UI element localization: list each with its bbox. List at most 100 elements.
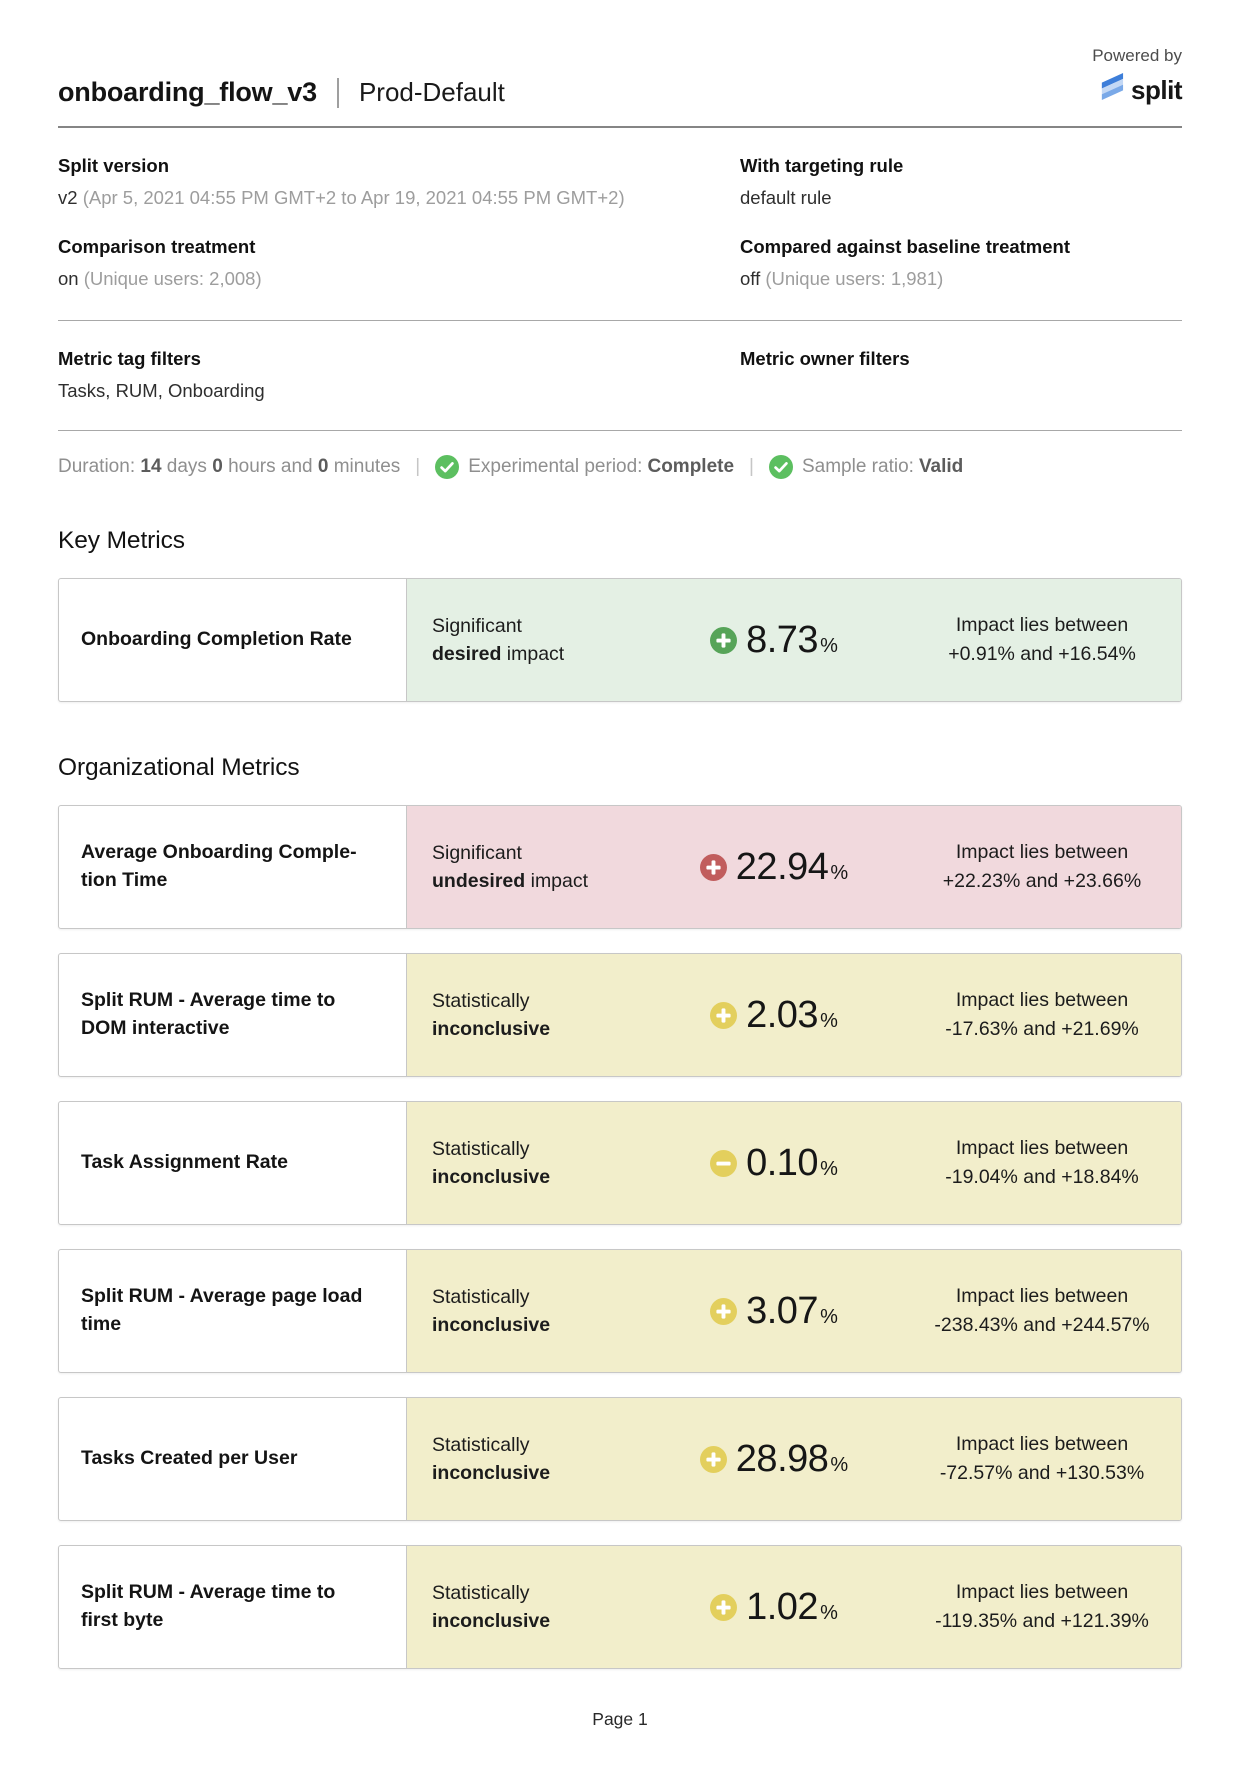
plus-icon <box>710 1297 738 1325</box>
metric-card: Split RUM - Average time to DOM interact… <box>58 953 1182 1077</box>
metric-name: Task Assignment Rate <box>59 1102 407 1224</box>
meta-targeting-rule: With targeting rule default rule <box>740 155 1182 209</box>
impact-value-zone: 3.07 % <box>645 1290 903 1333</box>
impact-range-line2: +22.23% and +23.66% <box>942 870 1142 892</box>
status-label: Sample ratio: <box>801 456 914 477</box>
impact-unit: % <box>820 1601 838 1624</box>
significance-line1: Statistically <box>432 1285 530 1308</box>
impact-unit: % <box>820 1009 838 1032</box>
impact-value: 3.07 <box>746 1289 819 1332</box>
report-title-group: onboarding_flow_v3 Prod-Default <box>58 77 505 108</box>
significance-keyword: inconclusive <box>432 1018 551 1040</box>
impact-range-line2: -119.35% and +121.39% <box>935 1610 1149 1632</box>
significance-line1: Statistically <box>432 1433 530 1456</box>
metric-card: Task Assignment Rate Statistically incon… <box>58 1101 1182 1225</box>
metric-result: Significant desired impact 8.73 % Impact… <box>407 579 1181 701</box>
check-icon <box>435 455 460 479</box>
impact-range-line1: Impact lies between <box>955 1580 1129 1603</box>
duration-segment: days <box>161 456 213 477</box>
impact-value: 2.03 <box>746 993 819 1036</box>
report-header: onboarding_flow_v3 Prod-Default Powered … <box>58 0 1182 108</box>
powered-by-label: Powered by <box>1092 46 1182 65</box>
impact-range-line2: +0.91% and +16.54% <box>948 643 1136 665</box>
meta-value-main: default rule <box>740 187 832 208</box>
impact-unit: % <box>830 861 849 884</box>
plus-icon <box>710 626 738 654</box>
impact-range: Impact lies between -119.35% and +121.39… <box>903 1578 1181 1637</box>
metric-significance: Statistically inconclusive <box>407 1579 645 1636</box>
impact-range-line1: Impact lies between <box>955 840 1129 863</box>
meta-value-note: (Unique users: 1,981) <box>765 268 944 289</box>
environment-name: Prod-Default <box>358 77 505 107</box>
duration-segment: 0 <box>317 456 329 477</box>
status-bar: Duration: 14 days 0 hours and 0 minutes … <box>58 455 1182 479</box>
split-logotype: split <box>1131 74 1182 105</box>
metric-card: Split RUM - Average page load time Stati… <box>58 1249 1182 1373</box>
split-brand: split <box>1092 72 1182 108</box>
significance-rest: impact <box>525 870 589 892</box>
impact-range: Impact lies between -17.63% and +21.69% <box>903 986 1181 1045</box>
impact-value: 0.10 <box>746 1141 819 1184</box>
check-icon <box>768 455 793 479</box>
meta-value-main: on <box>58 268 79 289</box>
impact-number-group: 3.07 % <box>746 1290 838 1333</box>
metric-name: Split RUM - Average page load time <box>59 1250 407 1372</box>
impact-unit: % <box>820 1305 838 1328</box>
split-name-title: onboarding_flow_v3 <box>58 77 317 107</box>
metric-card: Onboarding Completion Rate Significant d… <box>58 578 1182 702</box>
header-divider <box>58 126 1182 128</box>
metric-card: Tasks Created per User Statistically inc… <box>58 1397 1182 1521</box>
impact-value-zone: 28.98 % <box>645 1438 903 1481</box>
meta-value: Tasks, RUM, Onboarding <box>58 380 265 401</box>
metric-significance: Statistically inconclusive <box>407 1431 645 1488</box>
impact-range: Impact lies between -19.04% and +18.84% <box>903 1134 1181 1193</box>
impact-number-group: 8.73 % <box>746 619 838 662</box>
meta-value: off (Unique users: 1,981) <box>740 268 1182 290</box>
metric-name: Onboarding Completion Rate <box>59 579 407 701</box>
impact-unit: % <box>820 634 838 657</box>
status-separator: | <box>749 456 754 477</box>
title-separator <box>336 77 339 108</box>
significance-keyword: desired <box>432 643 502 665</box>
metric-name: Split RUM - Average time to DOM interact… <box>59 954 407 1076</box>
plus-icon <box>710 1593 738 1621</box>
impact-unit: % <box>820 1157 838 1180</box>
meta-label: Metric tag filters <box>58 348 201 369</box>
duration-segment: hours and <box>222 456 318 477</box>
meta-label: Compared against baseline treatment <box>740 236 1071 257</box>
section-heading: Key Metrics <box>58 527 185 554</box>
significance-keyword: undesired <box>432 870 526 892</box>
impact-number-group: 2.03 % <box>746 994 838 1037</box>
metric-card: Split RUM - Average time to first byte S… <box>58 1545 1182 1669</box>
impact-number-group: 22.94 % <box>736 846 848 889</box>
significance-line1: Significant <box>432 841 522 864</box>
minus-icon <box>710 1149 738 1177</box>
plus-icon <box>710 1001 738 1029</box>
significance-rest: impact <box>501 643 565 665</box>
metric-card: Average Onboarding Comple­tion Time Sign… <box>58 805 1182 929</box>
meta-split-version: Split version v2 (Apr 5, 2021 04:55 PM G… <box>58 155 740 209</box>
plus-icon <box>699 853 727 881</box>
significance-line1: Statistically <box>432 1581 530 1604</box>
impact-value: 22.94 <box>735 845 829 888</box>
status-separator: | <box>415 456 421 477</box>
meta-value: on (Unique users: 2,008) <box>58 268 740 290</box>
status-value: Valid <box>918 456 964 477</box>
impact-range: Impact lies between -72.57% and +130.53% <box>903 1430 1181 1489</box>
impact-range-line2: -17.63% and +21.69% <box>945 1018 1139 1040</box>
status-value: Complete <box>647 456 735 477</box>
metric-result: Statistically inconclusive 28.98 % Impac… <box>407 1398 1181 1520</box>
impact-range: Impact lies between -238.43% and +244.57… <box>903 1282 1181 1341</box>
impact-range-line1: Impact lies between <box>955 1432 1129 1455</box>
impact-number-group: 28.98 % <box>736 1438 848 1481</box>
impact-range: Impact lies between +22.23% and +23.66% <box>903 838 1181 897</box>
meta-value-note: (Apr 5, 2021 04:55 PM GMT+2 to Apr 19, 2… <box>82 187 625 208</box>
impact-value-zone: 8.73 % <box>645 619 903 662</box>
meta-value: v2 (Apr 5, 2021 04:55 PM GMT+2 to Apr 19… <box>58 187 740 209</box>
duration-segment: Duration: <box>58 456 141 477</box>
significance-line1: Significant <box>432 614 522 637</box>
impact-value: 8.73 <box>746 618 819 661</box>
metric-card-list: Onboarding Completion Rate Significant d… <box>58 578 1182 702</box>
duration-segment: minutes <box>328 456 401 477</box>
